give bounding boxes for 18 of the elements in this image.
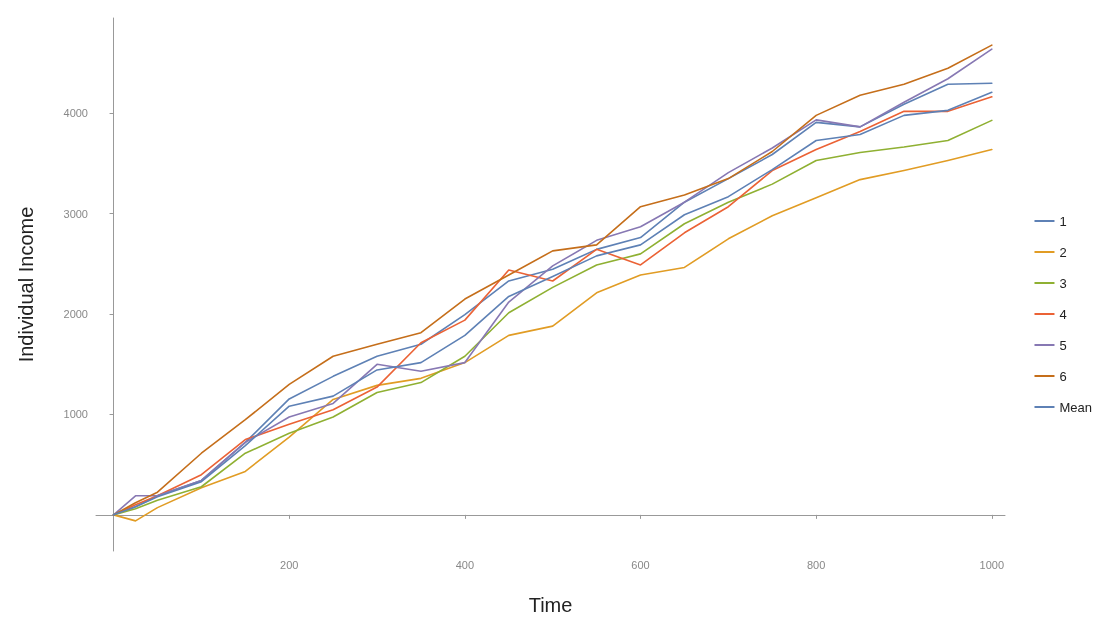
x-tick-label: 1000 — [979, 558, 1005, 571]
legend-label: 5 — [1059, 337, 1067, 353]
x-tick-label: 400 — [455, 558, 475, 571]
x-tick-label: 600 — [631, 558, 650, 571]
x-tick-label: 200 — [280, 558, 299, 571]
y-axis-title: Individual Income — [15, 206, 37, 363]
legend-label: 2 — [1059, 244, 1067, 260]
x-tick-label: 800 — [806, 558, 826, 571]
legend-label: 6 — [1059, 368, 1067, 384]
legend-label: 4 — [1059, 306, 1067, 322]
y-tick-label: 2000 — [63, 308, 88, 321]
legend-label: 3 — [1059, 275, 1067, 291]
y-tick-label: 4000 — [63, 107, 88, 120]
y-tick-label: 1000 — [63, 408, 88, 421]
y-tick-label: 3000 — [63, 207, 88, 220]
x-axis-title: Time — [528, 594, 573, 616]
legend-label: Mean — [1059, 399, 1093, 415]
legend-label: 1 — [1059, 213, 1067, 229]
